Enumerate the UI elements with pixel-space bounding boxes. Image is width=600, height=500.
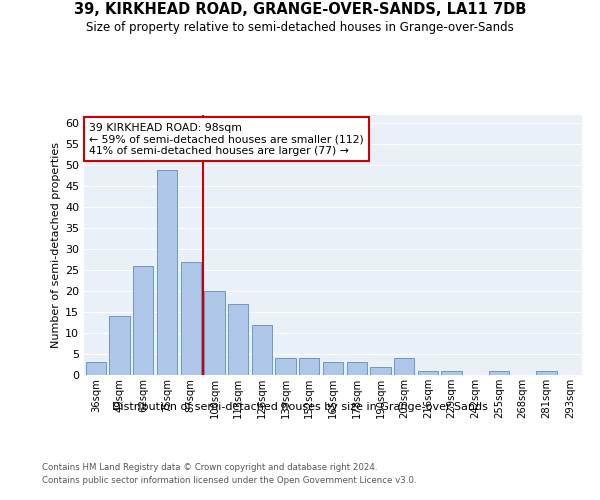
Bar xyxy=(489,371,509,375)
Text: Contains HM Land Registry data © Crown copyright and database right 2024.: Contains HM Land Registry data © Crown c… xyxy=(42,462,377,471)
Bar xyxy=(205,291,224,375)
Bar xyxy=(370,366,391,375)
Text: Contains public sector information licensed under the Open Government Licence v3: Contains public sector information licen… xyxy=(42,476,416,485)
Bar xyxy=(347,362,367,375)
Bar xyxy=(86,362,106,375)
Bar xyxy=(275,358,296,375)
Bar xyxy=(442,371,461,375)
Y-axis label: Number of semi-detached properties: Number of semi-detached properties xyxy=(51,142,61,348)
Bar xyxy=(394,358,414,375)
Bar xyxy=(133,266,154,375)
Bar xyxy=(252,324,272,375)
Text: Distribution of semi-detached houses by size in Grange-over-Sands: Distribution of semi-detached houses by … xyxy=(112,402,488,412)
Text: Size of property relative to semi-detached houses in Grange-over-Sands: Size of property relative to semi-detach… xyxy=(86,21,514,34)
Bar xyxy=(228,304,248,375)
Bar xyxy=(418,371,438,375)
Bar xyxy=(536,371,557,375)
Text: 39 KIRKHEAD ROAD: 98sqm
← 59% of semi-detached houses are smaller (112)
41% of s: 39 KIRKHEAD ROAD: 98sqm ← 59% of semi-de… xyxy=(89,123,364,156)
Bar xyxy=(157,170,177,375)
Bar xyxy=(299,358,319,375)
Bar xyxy=(109,316,130,375)
Bar xyxy=(323,362,343,375)
Bar xyxy=(181,262,201,375)
Text: 39, KIRKHEAD ROAD, GRANGE-OVER-SANDS, LA11 7DB: 39, KIRKHEAD ROAD, GRANGE-OVER-SANDS, LA… xyxy=(74,2,526,18)
